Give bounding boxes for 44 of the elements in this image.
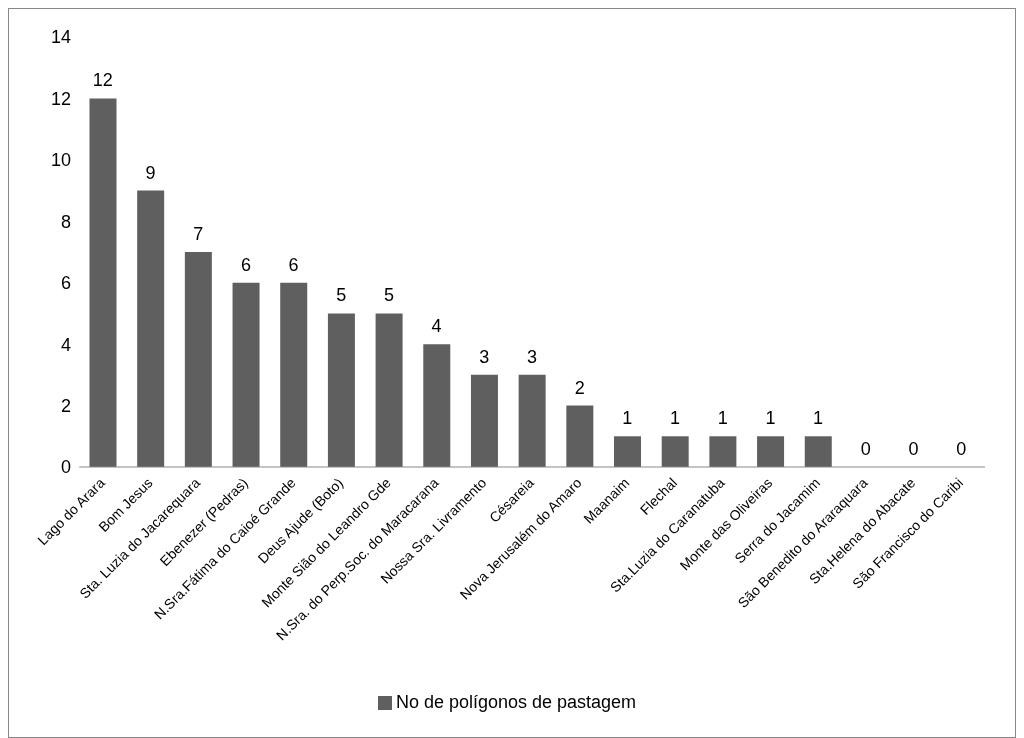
bar <box>280 282 308 467</box>
y-tick-label: 12 <box>50 88 71 109</box>
bar <box>518 374 546 467</box>
data-label: 1 <box>813 408 824 429</box>
bar <box>709 436 737 467</box>
bar <box>89 98 117 467</box>
legend-label: No de polígonos de pastagem <box>395 692 637 712</box>
bar <box>423 344 451 467</box>
data-label: 4 <box>431 316 442 337</box>
y-tick-label: 4 <box>60 334 71 355</box>
bar <box>375 313 403 467</box>
data-label: 1 <box>622 408 633 429</box>
bar <box>661 436 689 467</box>
bar <box>614 436 642 467</box>
y-tick-label: 8 <box>60 211 71 232</box>
y-tick-label: 10 <box>50 150 71 171</box>
bar <box>804 436 832 467</box>
data-label: 6 <box>240 254 251 275</box>
data-label: 5 <box>336 285 347 306</box>
data-label: 0 <box>860 439 871 459</box>
data-label: 9 <box>145 162 156 183</box>
data-label: 0 <box>956 439 967 459</box>
data-label: 6 <box>288 254 299 275</box>
data-label: 0 <box>908 439 919 459</box>
bar <box>327 313 355 467</box>
data-label: 12 <box>92 70 113 91</box>
data-label: 5 <box>383 285 394 306</box>
bar <box>566 405 594 467</box>
y-tick-label: 0 <box>60 457 71 478</box>
y-tick-label: 2 <box>60 395 71 416</box>
data-label: 1 <box>765 408 776 429</box>
y-tick-label: 6 <box>60 273 71 294</box>
data-label: 1 <box>717 408 728 429</box>
bar <box>470 374 498 467</box>
bar <box>757 436 785 467</box>
bar <box>137 190 165 467</box>
data-label: 3 <box>526 346 538 367</box>
bar <box>232 282 260 467</box>
data-label: 3 <box>479 346 490 367</box>
y-tick-label: 14 <box>50 27 71 48</box>
bar <box>184 252 212 467</box>
data-label: 2 <box>574 377 585 398</box>
data-label: 1 <box>670 408 681 429</box>
data-label: 7 <box>193 224 204 244</box>
